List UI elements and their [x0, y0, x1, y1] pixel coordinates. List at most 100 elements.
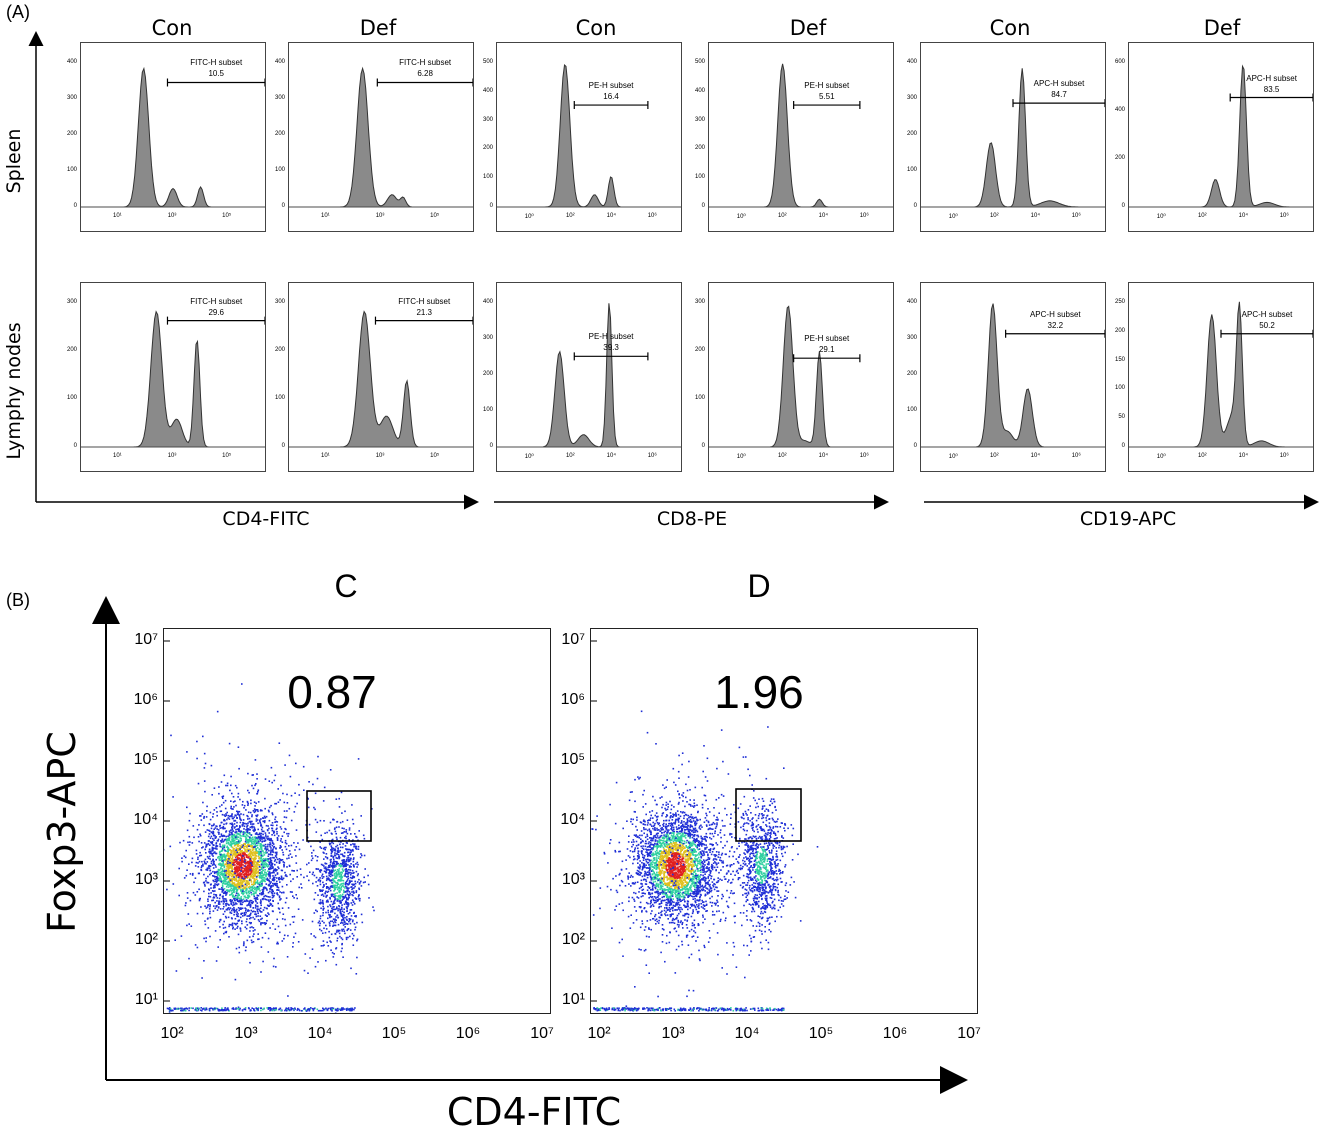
histogram-curve — [289, 66, 473, 208]
y-tick-label: 200 — [1114, 327, 1125, 334]
x-tick-label: 10¹ — [113, 213, 122, 219]
y-tick-label: 400 — [482, 87, 493, 94]
x-tick-label: 10⁶ — [1071, 453, 1081, 459]
x-tick-label: 10⁰ — [524, 214, 534, 220]
y-tick-label: 400 — [1114, 107, 1125, 113]
x-tick-label: 10² — [777, 453, 787, 459]
y-tick-label: 100 — [1114, 385, 1125, 392]
y-tick-label: 500 — [694, 59, 705, 65]
x-tick-label: 10³ — [234, 1025, 258, 1042]
x-tick-label: 10³ — [167, 453, 177, 459]
x-tick-label: 10³ — [167, 213, 177, 219]
histogram-plot: FITC-H subset 29.6 300 200 100 0 10¹ 10³ 10⁵ — [67, 282, 266, 472]
y-tick-label: 200 — [694, 347, 705, 353]
y-tick-label: 10¹ — [561, 991, 585, 1008]
y-tick-label: 10⁷ — [134, 631, 158, 648]
row-header-spleen: Spleen — [3, 128, 25, 194]
y-tick-label: 10⁵ — [560, 751, 585, 768]
y-tick-label: 200 — [66, 131, 77, 137]
gate-percentage: 29.6 — [208, 307, 225, 317]
y-tick-label: 300 — [274, 299, 285, 305]
x-tick-label: 10⁶ — [859, 453, 869, 459]
gate-name: APC-H subset — [1241, 309, 1293, 319]
histogram-curve — [497, 303, 681, 448]
histogram-svg — [1129, 301, 1313, 448]
column-header-con: Con — [151, 16, 193, 40]
histogram-svg — [709, 305, 893, 448]
column-header-def: Def — [359, 16, 397, 40]
x-tick-label: 10⁵ — [381, 1025, 407, 1042]
gate-marker — [374, 316, 473, 325]
gate-marker — [166, 78, 265, 87]
gate-percentage: 84.7 — [1051, 90, 1067, 100]
y-tick-label: 200 — [906, 371, 917, 377]
column-header-con: Con — [989, 16, 1031, 40]
x-tick-label: 10³ — [661, 1025, 685, 1042]
x-tick-label: 10² — [989, 213, 999, 219]
y-tick-label: 10³ — [134, 871, 158, 888]
gate-percentage: 10.5 — [208, 69, 225, 79]
histogram-svg — [81, 310, 265, 448]
gate-percentage: 21.3 — [416, 307, 433, 317]
x-tick-label: 10³ — [375, 453, 385, 459]
y-tick-label: 100 — [906, 407, 917, 413]
histogram-plot: APC-H subset 83.5 600 400 200 0 10⁰ 10² 10⁴ 10⁶ — [1115, 42, 1314, 232]
histogram-curve — [81, 66, 265, 208]
y-tick-label: 200 — [482, 145, 493, 152]
x-tick-label: 10⁴ — [606, 213, 616, 219]
x-tick-label: 10⁶ — [882, 1025, 908, 1042]
y-tick-label: 0 — [73, 443, 77, 449]
histogram-svg — [81, 66, 265, 208]
gate-percentage: 32.2 — [1047, 320, 1064, 330]
x-tick-label: 10² — [1197, 213, 1207, 219]
x-tick-label: 10⁶ — [1071, 213, 1081, 219]
histogram-plot: PE-H subset 16.4 500 400 300 200 100 0 10⁰ 10² 10⁴… — [483, 42, 682, 232]
y-tick-label: 150 — [1114, 356, 1125, 363]
y-tick-label: 200 — [274, 347, 285, 353]
gate-name: APC-H subset — [1033, 79, 1085, 89]
y-tick-label: 10² — [134, 931, 158, 948]
y-tick-label: 400 — [694, 87, 705, 94]
gate-percentage: 50.2 — [1259, 320, 1275, 330]
x-tick-label: 10⁰ — [1156, 214, 1166, 220]
histogram-plot: FITC-H subset 6.28 400 300 200 100 0 10¹ 10³ 10⁵ — [275, 42, 474, 232]
histogram-plot: PE-H subset 5.51 500 400 300 200 100 0 10⁰ 10² 10⁴… — [695, 42, 894, 232]
gate-percentage: 5.51 — [818, 92, 835, 102]
y-tick-label: 10² — [561, 931, 585, 948]
y-tick-label: 0 — [1121, 443, 1125, 449]
histogram-curve — [709, 305, 893, 448]
dot-plot: 1.96 10⁷ 10⁶ 10⁵ 10⁴ 10³ 10² 10¹ 10² 10³ 10⁴ 10⁵ 10⁶… — [560, 628, 981, 1042]
y-tick-label: 0 — [1121, 203, 1125, 209]
y-tick-label: 10¹ — [134, 991, 158, 1008]
gate-name: PE-H subset — [588, 332, 634, 342]
y-tick-label: 10⁶ — [133, 691, 158, 708]
histogram-svg — [921, 303, 1105, 448]
gate-name: PE-H subset — [804, 334, 850, 344]
gate-percentage: 16.4 — [603, 92, 619, 102]
y-axis-title-foxp3: Foxp3-APC — [40, 731, 84, 933]
x-tick-label: 10⁷ — [957, 1025, 981, 1042]
row-header-lymph-nodes: Lymphy nodes — [3, 322, 25, 460]
x-tick-label: 10⁴ — [818, 453, 828, 459]
dot-plot-svg — [129, 640, 375, 1017]
y-tick-label: 400 — [906, 59, 917, 65]
y-tick-label: 100 — [66, 395, 77, 401]
gate-percentage: 0.87 — [287, 666, 377, 718]
y-tick-label: 100 — [274, 167, 285, 173]
y-tick-label: 600 — [1114, 59, 1125, 65]
x-axis-title-cd8: CD8-PE — [656, 508, 728, 530]
x-tick-label: 10⁰ — [948, 214, 958, 220]
gate-marker — [1229, 93, 1313, 102]
x-tick-label: 10³ — [375, 213, 385, 219]
x-axis-title-cd4: CD4-FITC — [222, 508, 310, 530]
x-tick-label: 10⁵ — [222, 213, 232, 219]
y-tick-label: 200 — [906, 131, 917, 137]
x-tick-label: 10² — [1197, 453, 1207, 459]
x-axis-title-cd19: CD19-APC — [1079, 508, 1177, 530]
gate-marker — [1012, 99, 1105, 108]
y-tick-label: 0 — [913, 443, 917, 449]
y-tick-label: 300 — [274, 95, 285, 101]
x-tick-label: 10⁰ — [524, 454, 534, 460]
x-tick-label: 10⁶ — [647, 453, 657, 459]
gate-name: FITC-H subset — [398, 296, 451, 306]
